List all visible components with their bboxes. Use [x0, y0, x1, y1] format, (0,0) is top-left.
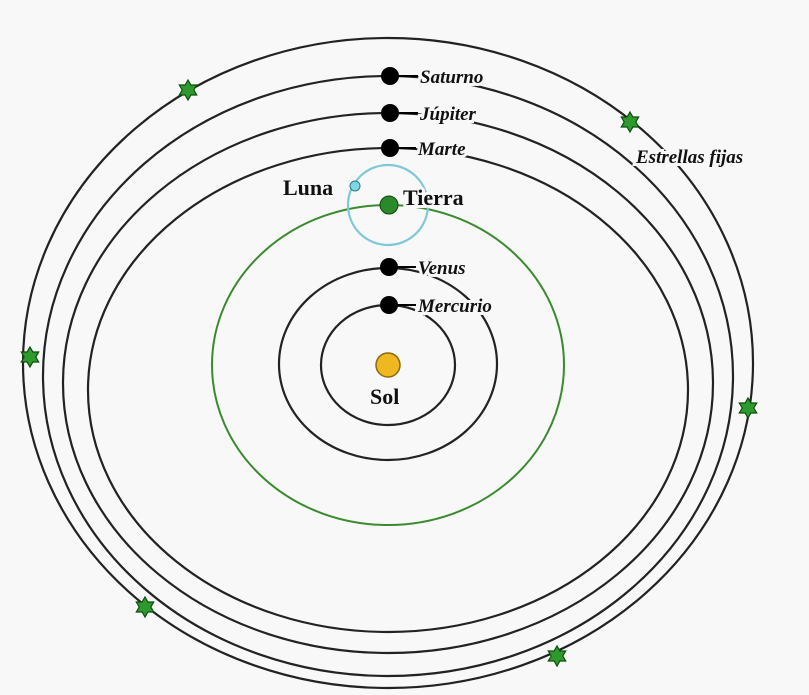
label: Saturno — [420, 67, 483, 88]
label: Tierra — [403, 185, 464, 210]
diagram: Saturno Júpiter Marte Luna Tierra Venus … — [0, 0, 809, 695]
venus — [380, 258, 398, 276]
mars — [381, 139, 399, 157]
moon — [350, 181, 360, 191]
jupiter — [381, 104, 399, 122]
label: Venus — [418, 258, 466, 279]
label: Júpiter — [419, 104, 477, 125]
label: Estrellas fijas — [635, 147, 743, 168]
saturn — [381, 67, 399, 85]
label: Sol — [370, 384, 399, 409]
label: Luna — [283, 175, 333, 200]
earth — [380, 196, 398, 214]
mercury — [380, 296, 398, 314]
label: Mercurio — [417, 296, 492, 317]
background — [0, 0, 809, 695]
sun — [376, 353, 400, 377]
label: Marte — [417, 139, 466, 160]
